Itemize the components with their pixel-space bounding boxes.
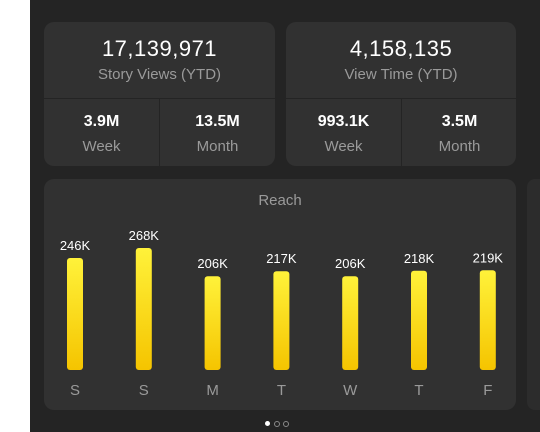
- reach-bar: [342, 276, 359, 370]
- reach-value-label: 217K: [266, 251, 297, 266]
- divider: [286, 98, 516, 99]
- view-time-month: 3.5M Month: [402, 99, 517, 166]
- story-views-month-value: 13.5M: [195, 113, 240, 130]
- story-views-month: 13.5M Month: [160, 99, 275, 166]
- reach-bar: [273, 271, 290, 370]
- reach-day-label: F: [483, 382, 492, 399]
- view-time-week: 993.1K Week: [286, 99, 401, 166]
- view-time-caption: View Time (YTD): [344, 66, 458, 83]
- story-views-caption: Story Views (YTD): [97, 66, 222, 83]
- view-time-total: 4,158,135: [349, 36, 453, 61]
- page-dot[interactable]: [274, 421, 280, 427]
- story-views-card[interactable]: 17,139,971 Story Views (YTD) 3.9M Week 1…: [44, 22, 275, 166]
- page-dot[interactable]: [283, 421, 289, 427]
- story-views-week-value: 3.9M: [83, 113, 120, 130]
- view-time-week-label: Week: [324, 138, 363, 155]
- reach-bar: [67, 258, 83, 370]
- story-views-month-label: Month: [196, 138, 239, 155]
- reach-bar: [204, 276, 221, 370]
- reach-day-label: T: [414, 382, 423, 399]
- reach-bar: [411, 270, 427, 370]
- story-views-total: 17,139,971: [101, 36, 218, 61]
- reach-bar-chart: 246K S 268K S 206K M 217K T 206K W 218K T 219K F: [60, 228, 504, 399]
- next-card-peek[interactable]: [527, 179, 540, 410]
- reach-value-label: 206K: [197, 256, 228, 271]
- view-time-month-label: Month: [438, 138, 481, 155]
- reach-day-label: W: [343, 382, 358, 399]
- reach-value-label: 268K: [129, 228, 160, 243]
- divider: [401, 99, 402, 166]
- reach-bar: [135, 248, 152, 370]
- view-time-week-value: 993.1K: [317, 113, 370, 130]
- reach-day-label: S: [139, 382, 149, 399]
- reach-card[interactable]: Reach 246K S 268K S 206K M 217K T 206K W 218K T 219K…: [44, 179, 516, 410]
- divider: [44, 98, 275, 99]
- reach-value-label: 206K: [335, 256, 366, 271]
- reach-day-label: T: [277, 382, 286, 399]
- reach-value-label: 218K: [404, 251, 435, 266]
- reach-value-label: 219K: [473, 250, 504, 265]
- reach-day-label: M: [206, 382, 219, 399]
- reach-title: Reach: [258, 192, 302, 209]
- story-views-week: 3.9M Week: [44, 99, 159, 166]
- view-time-card[interactable]: 4,158,135 View Time (YTD) 993.1K Week 3.…: [286, 22, 516, 166]
- page-dot-active[interactable]: [265, 421, 270, 426]
- story-views-week-label: Week: [82, 138, 121, 155]
- divider: [159, 99, 160, 166]
- insights-panel: 17,139,971 Story Views (YTD) 3.9M Week 1…: [30, 0, 540, 432]
- reach-bar: [479, 270, 496, 370]
- reach-value-label: 246K: [60, 238, 91, 253]
- view-time-month-value: 3.5M: [441, 113, 478, 130]
- reach-day-label: S: [70, 382, 80, 399]
